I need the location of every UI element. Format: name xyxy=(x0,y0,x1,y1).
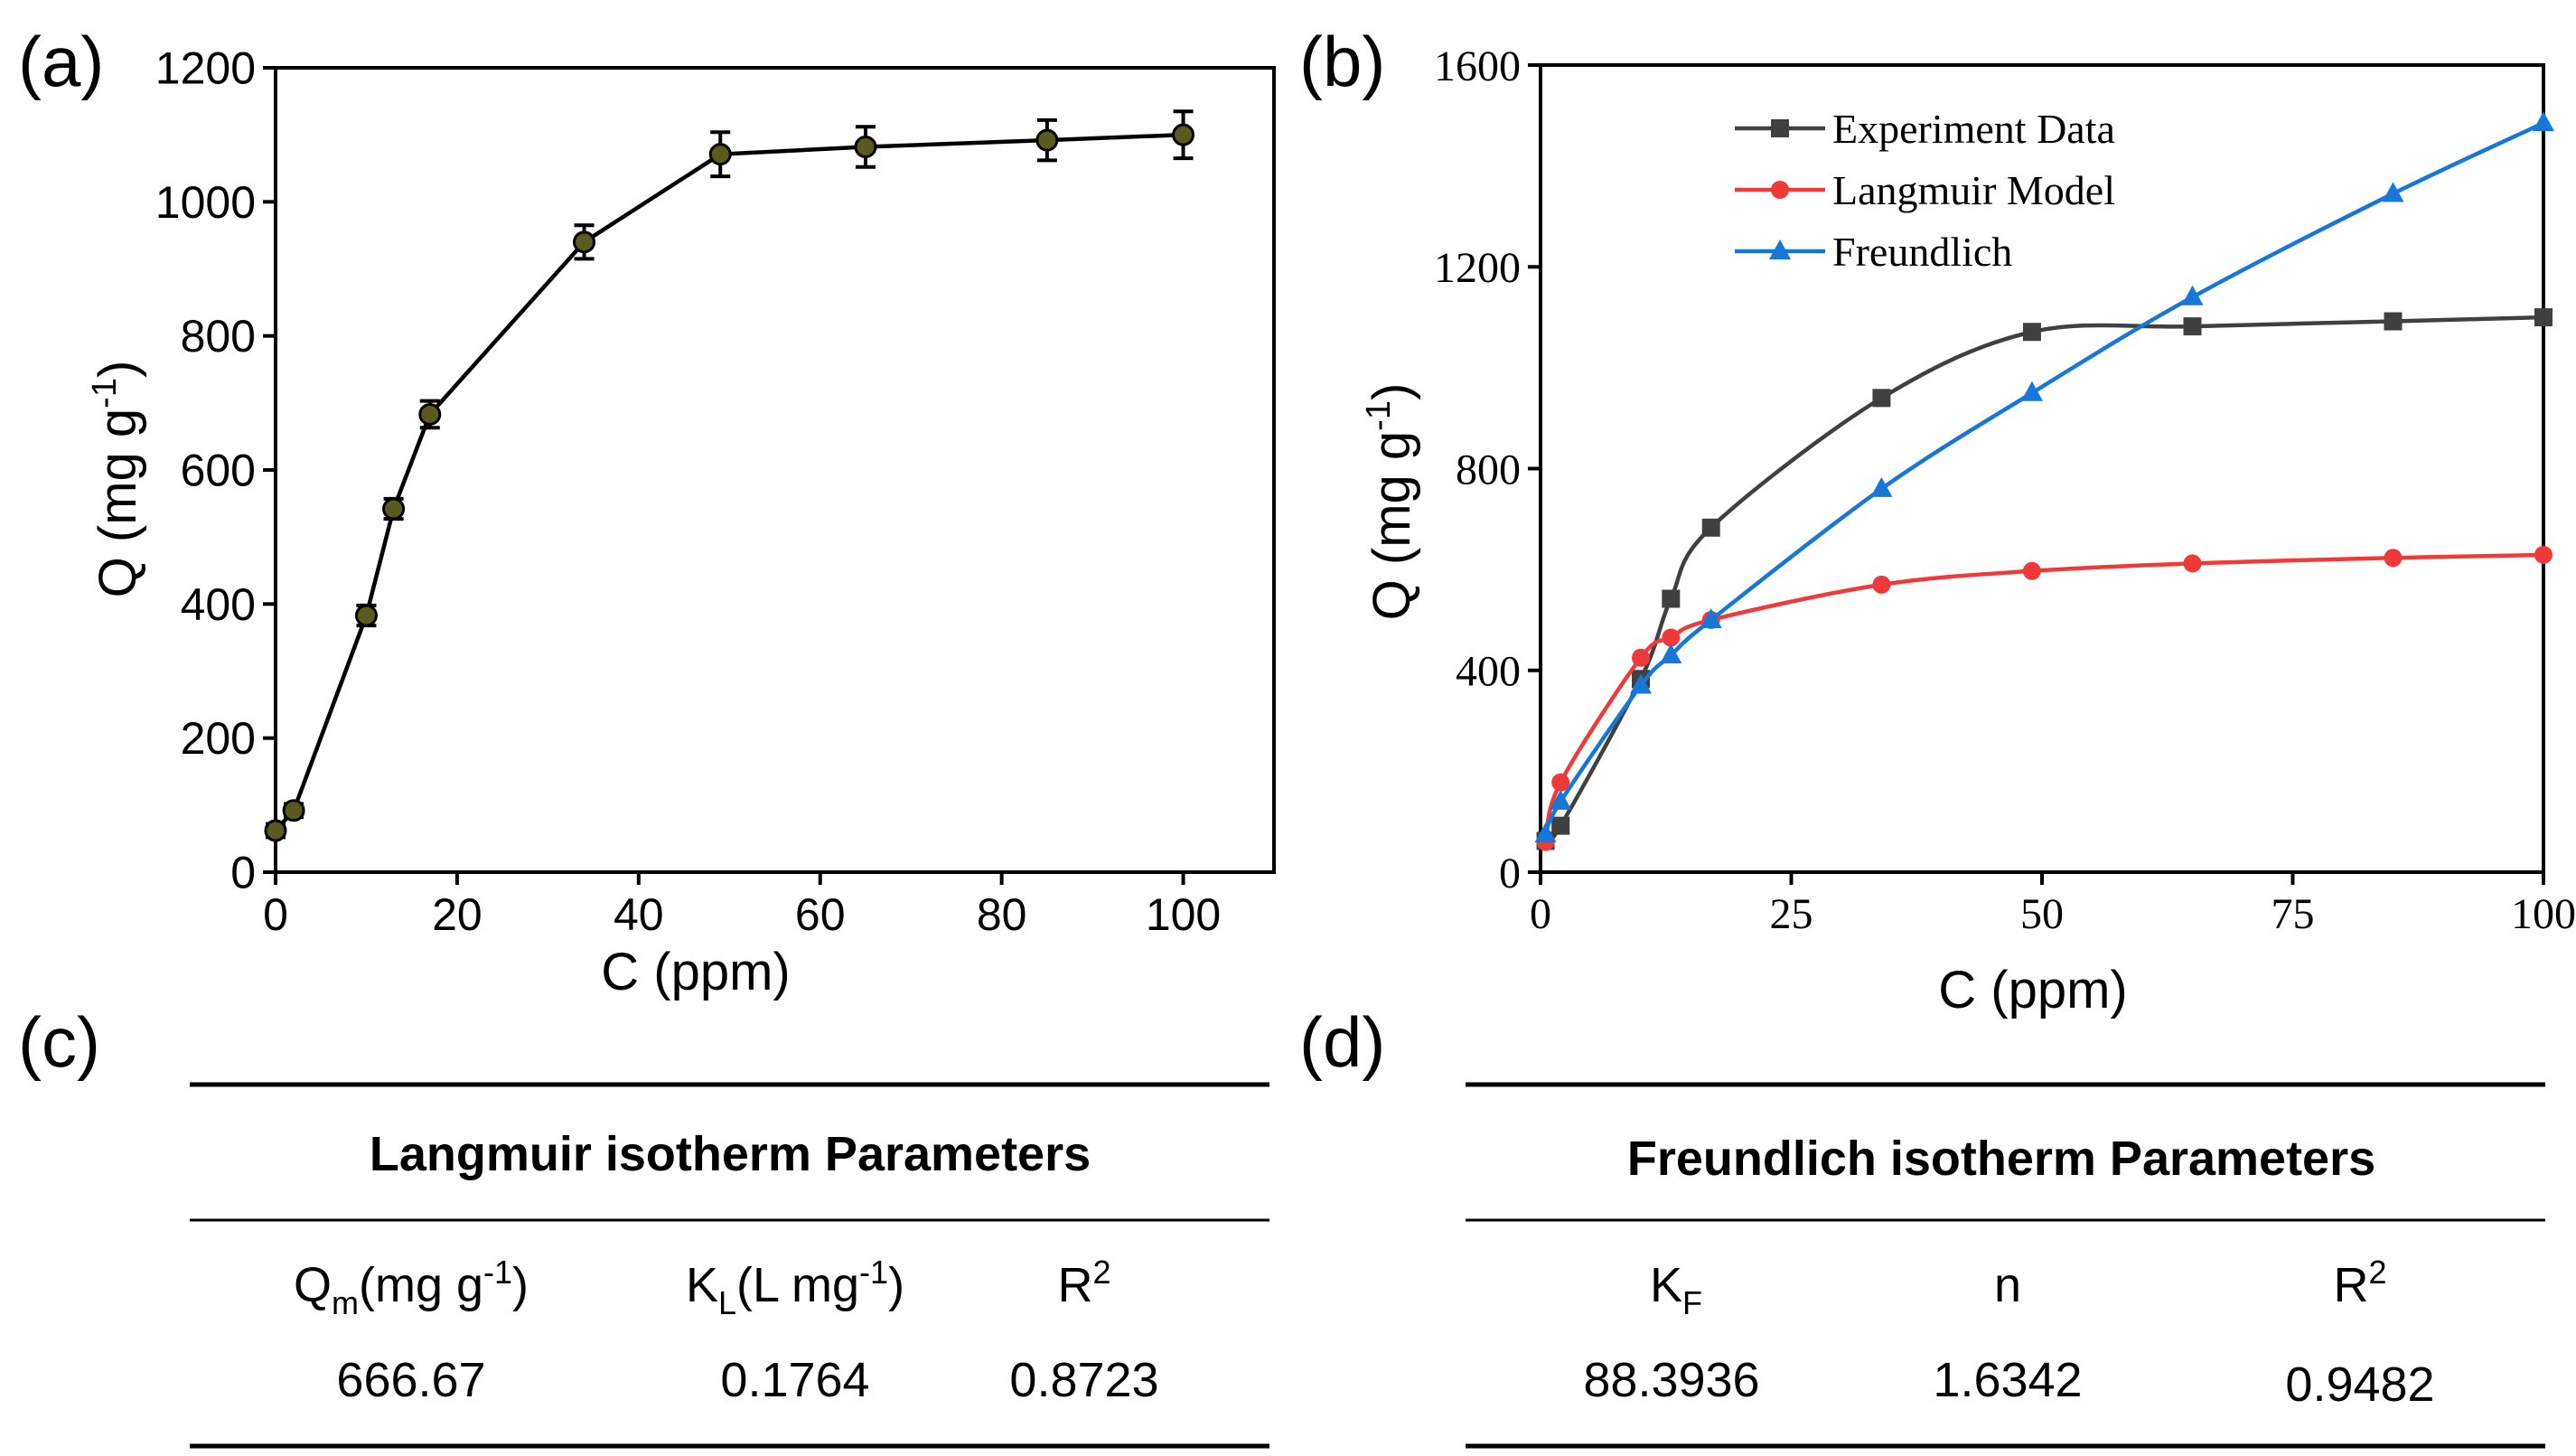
table-c-header-qm: Qm(mg g-1) xyxy=(294,1254,529,1321)
chart-b-series-line-freundlich xyxy=(1543,121,2544,836)
chart-b-legend-label-langmuir-model: Langmuir Model xyxy=(1832,167,2115,213)
chart-b-y-tick-label: 800 xyxy=(1456,446,1521,493)
chart-a-data-point xyxy=(354,604,378,627)
chart-b: Q (mg g-1) C (ppm) 0 25 50 75 100 0 400 800 1200… xyxy=(1360,42,2576,1019)
chart-b-series-line-experiment-data xyxy=(1543,315,2544,845)
chart-a-series-line xyxy=(274,132,1184,832)
panel-label-a: (a) xyxy=(18,22,104,101)
table-c-value-qm: 666.67 xyxy=(336,1353,485,1407)
chart-b-data-point-langmuir-model xyxy=(2183,554,2202,573)
chart-b-data-point-experiment-data xyxy=(2534,308,2553,327)
chart-b-x-tick-label: 100 xyxy=(2511,890,2576,938)
table-c: Langmuir isotherm Parameters Qm(mg g-1) … xyxy=(190,1082,1269,1449)
chart-b-data-point-freundlich xyxy=(2181,285,2204,305)
chart-b-data-point-experiment-data xyxy=(2384,312,2403,331)
chart-b-data-point-experiment-data xyxy=(1701,518,1720,537)
table-d-value-kf: 88.3936 xyxy=(1583,1353,1759,1407)
table-d: Freundlich isotherm Parameters KF n R2 8… xyxy=(1466,1082,2545,1449)
chart-a-data-point xyxy=(1172,123,1195,146)
table-d-value-r2: 0.9482 xyxy=(2285,1357,2434,1412)
chart-b-x-tick-label: 0 xyxy=(1530,890,1551,938)
chart-b-data-point-freundlich xyxy=(1700,607,1722,628)
chart-b-data-point-experiment-data xyxy=(1551,816,1570,835)
chart-a-data-point xyxy=(854,136,877,159)
chart-a-x-tick-label: 80 xyxy=(977,889,1027,940)
chart-a-y-tick-label: 200 xyxy=(181,713,256,764)
chart-b-data-point-langmuir-model xyxy=(1632,648,1650,667)
panel-label-b: (b) xyxy=(1299,22,1385,101)
chart-a-y-tick-label: 600 xyxy=(181,446,256,496)
chart-b-data-point-freundlich xyxy=(2382,182,2404,202)
chart-b-data-point-langmuir-model xyxy=(1872,575,1891,594)
chart-b-data-point-langmuir-model xyxy=(1662,628,1681,647)
chart-b-legend-label-experiment-data: Experiment Data xyxy=(1832,106,2115,152)
chart-a-y-tick-label: 400 xyxy=(181,579,256,630)
chart-a-x-tick-label: 20 xyxy=(432,889,482,940)
chart-b-legend-marker-langmuir-model xyxy=(1771,181,1789,199)
chart-a-data-point xyxy=(573,230,596,254)
chart-a-plot-frame xyxy=(274,66,1276,874)
chart-b-data-point-experiment-data xyxy=(2022,323,2041,342)
chart-a-y-tick-label: 1000 xyxy=(155,177,256,228)
chart-b-data-point-freundlich xyxy=(1630,673,1652,694)
chart-b-legend-marker-experiment-data xyxy=(1771,119,1789,137)
chart-a-y-axis-label: Q (mg g-1) xyxy=(86,361,147,598)
chart-b-y-tick-label: 0 xyxy=(1499,850,1521,897)
chart-b-x-tick-label: 50 xyxy=(2020,890,2064,938)
chart-b-data-point-freundlich xyxy=(2020,380,2043,401)
chart-b-data-point-langmuir-model xyxy=(2534,545,2553,564)
chart-a-y-tick-label: 1200 xyxy=(155,43,256,94)
chart-b-series-line-langmuir-model xyxy=(1543,552,2544,843)
chart-b-y-tick-label: 400 xyxy=(1456,648,1521,696)
chart-b-data-point-freundlich xyxy=(1534,822,1557,843)
chart-b-legend-label-freundlich: Freundlich xyxy=(1832,229,2012,275)
chart-b-data-point-experiment-data xyxy=(1662,589,1681,608)
chart-a-x-tick-label: 100 xyxy=(1146,889,1221,940)
chart-b-data-point-freundlich xyxy=(2533,111,2554,132)
chart-a: Q (mg g-1) C (ppm) 0 20 40 60 80 100020040060… xyxy=(86,43,1276,1001)
chart-a-y-tick-label: 0 xyxy=(230,848,256,898)
table-d-title: Freundlich isotherm Parameters xyxy=(1627,1132,2375,1186)
chart-b-y-tick-label: 1200 xyxy=(1434,244,1521,292)
chart-b-y-axis-label: Q (mg g-1) xyxy=(1360,383,1421,621)
panel-label-d: (d) xyxy=(1299,1002,1385,1082)
table-d-header-kf: KF xyxy=(1650,1258,1702,1321)
chart-a-data-point xyxy=(708,143,732,166)
chart-a-data-point xyxy=(264,819,287,842)
chart-b-data-point-freundlich xyxy=(1550,789,1572,810)
chart-a-x-axis-label: C (ppm) xyxy=(601,943,790,1001)
chart-b-data-point-langmuir-model xyxy=(2384,549,2403,568)
table-c-title: Langmuir isotherm Parameters xyxy=(370,1127,1091,1181)
chart-b-data-point-freundlich xyxy=(1660,643,1682,664)
table-c-value-r2: 0.8723 xyxy=(1009,1353,1158,1407)
chart-b-data-point-experiment-data xyxy=(2183,317,2202,336)
chart-b-data-point-langmuir-model xyxy=(1551,773,1570,792)
chart-b-x-tick-label: 25 xyxy=(1770,890,1813,938)
chart-a-data-point xyxy=(282,799,305,822)
chart-b-data-point-experiment-data xyxy=(1872,389,1891,408)
table-d-header-n: n xyxy=(1994,1258,2021,1312)
table-c-header-r2: R2 xyxy=(1057,1254,1110,1312)
table-d-value-n: 1.6342 xyxy=(1933,1353,2082,1407)
chart-a-x-tick-label: 60 xyxy=(795,889,846,940)
chart-b-x-axis-label: C (ppm) xyxy=(1938,961,2127,1019)
chart-a-data-point xyxy=(382,497,406,521)
table-d-header-r2: R2 xyxy=(2333,1254,2386,1312)
chart-b-legend-marker-freundlich xyxy=(1769,240,1791,259)
table-c-value-kl: 0.1764 xyxy=(720,1353,869,1407)
chart-b-data-point-freundlich xyxy=(1870,476,1893,497)
table-c-header-kl: KL(L mg-1) xyxy=(686,1254,904,1321)
chart-a-x-tick-label: 0 xyxy=(263,889,288,940)
chart-a-x-tick-label: 40 xyxy=(614,889,664,940)
chart-b-data-point-langmuir-model xyxy=(2022,561,2041,580)
chart-a-data-point xyxy=(1035,128,1059,152)
panel-label-c: (c) xyxy=(18,1002,100,1082)
chart-a-y-tick-label: 800 xyxy=(181,311,256,362)
chart-b-x-tick-label: 75 xyxy=(2272,890,2315,938)
chart-b-y-tick-label: 1600 xyxy=(1434,42,1521,90)
chart-a-data-point xyxy=(418,402,442,426)
